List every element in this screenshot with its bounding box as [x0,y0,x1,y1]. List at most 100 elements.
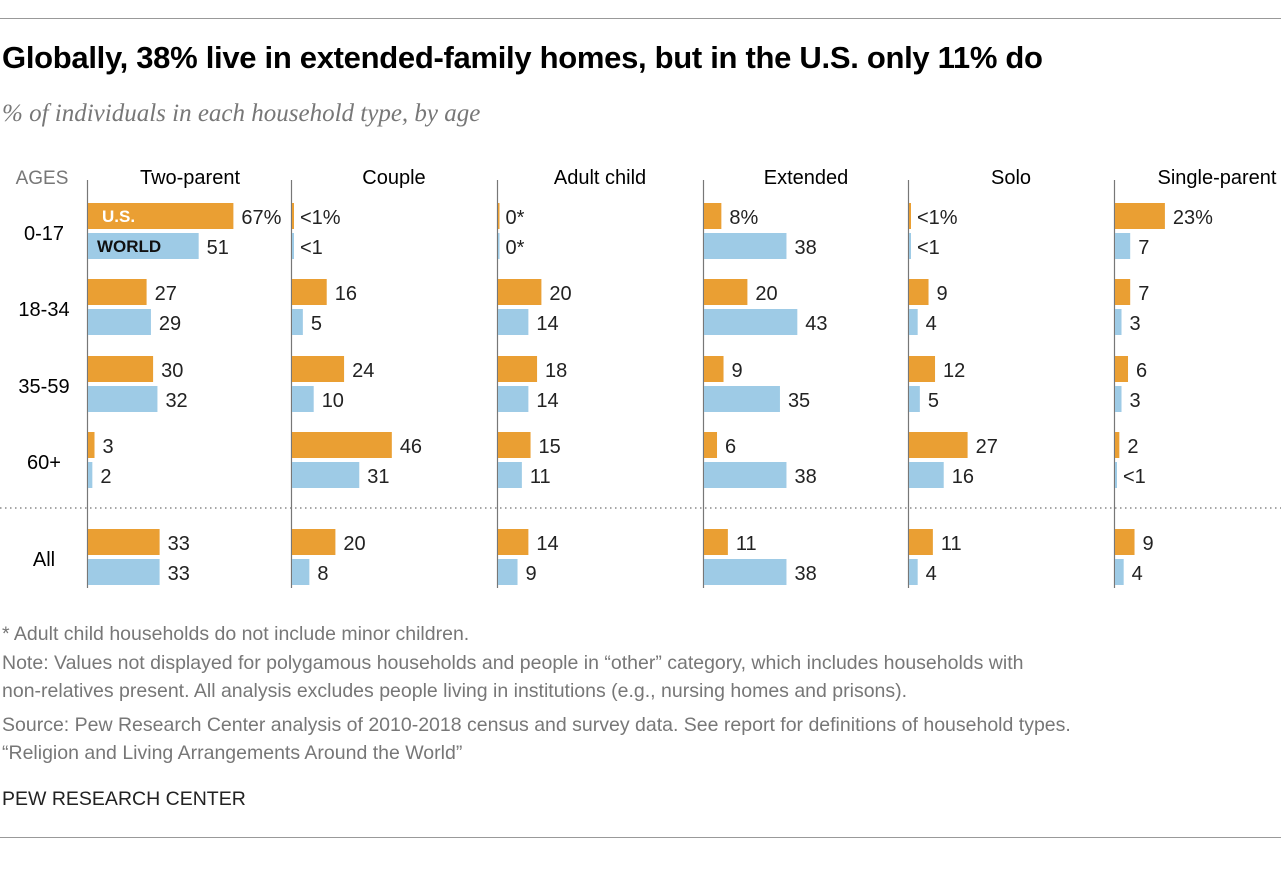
value-label-world-0-0: 51 [207,237,229,259]
value-label-world-1-1: 5 [311,313,322,335]
bar-us-4-2 [909,356,936,382]
bar-world-2-0 [498,233,500,259]
value-label-us-0-2: 30 [161,360,183,382]
value-label-world-3-3: 38 [794,466,816,488]
panel-header-extended: Extended [764,167,849,189]
value-label-us-2-0: 0* [506,207,525,229]
value-label-world-3-0: 38 [794,237,816,259]
bar-us-1-0 [292,203,294,229]
panel-header-adult-child: Adult child [554,167,646,189]
value-label-world-0-4: 33 [168,563,190,585]
value-label-us-1-4: 20 [343,533,365,555]
value-label-us-0-3: 3 [103,436,114,458]
bar-world-4-1 [909,309,918,335]
bar-us-5-1 [1115,279,1131,305]
bar-world-1-2 [292,386,314,412]
bar-world-2-2 [498,386,529,412]
panel-header-single-parent: Single-parent [1158,167,1277,189]
value-label-world-5-2: 3 [1130,390,1141,412]
value-label-us-3-1: 20 [755,283,777,305]
bar-world-0-4 [88,559,160,585]
value-label-world-3-4: 38 [794,563,816,585]
value-label-us-2-2: 18 [545,360,567,382]
value-label-us-1-0: <1% [300,207,341,229]
value-label-world-4-4: 4 [926,563,937,585]
value-label-world-5-1: 3 [1130,313,1141,335]
bar-world-0-1 [88,309,151,335]
value-label-us-5-2: 6 [1136,360,1147,382]
value-label-world-0-3: 2 [100,466,111,488]
bar-world-5-0 [1115,233,1131,259]
bar-world-2-3 [498,462,522,488]
value-label-world-0-1: 29 [159,313,181,335]
value-label-us-3-2: 9 [732,360,743,382]
bar-us-4-0 [909,203,911,229]
bar-us-5-3 [1115,432,1120,458]
bar-us-3-1 [704,279,748,305]
bar-world-2-4 [498,559,518,585]
bar-us-4-4 [909,529,933,555]
bar-world-4-4 [909,559,918,585]
chart-subtitle: % of individuals in each household type,… [2,100,481,127]
series-label-world: WORLD [97,237,161,256]
bar-world-2-1 [498,309,529,335]
value-label-us-4-2: 12 [943,360,965,382]
value-label-world-4-2: 5 [928,390,939,412]
bottom-rule [0,837,1281,838]
value-label-us-5-4: 9 [1143,533,1154,555]
bar-us-2-1 [498,279,542,305]
bar-world-0-3 [88,462,93,488]
footnote-note-1: Note: Values not displayed for polygamou… [2,652,1024,674]
value-label-world-3-1: 43 [805,313,827,335]
value-label-world-4-3: 16 [952,466,974,488]
bar-us-1-4 [292,529,336,555]
top-rule [0,18,1281,19]
bar-us-0-2 [88,356,154,382]
value-label-us-4-3: 27 [976,436,998,458]
value-label-world-4-0: <1 [917,237,940,259]
value-label-us-4-0: <1% [917,207,958,229]
bar-us-1-1 [292,279,327,305]
value-label-world-5-3: <1 [1123,466,1146,488]
value-label-world-3-2: 35 [788,390,810,412]
bar-us-2-3 [498,432,531,458]
footnote-note-2: non-relatives present. All analysis excl… [2,680,908,702]
value-label-us-2-4: 14 [536,533,558,555]
bar-world-1-1 [292,309,303,335]
value-label-world-0-2: 32 [165,390,187,412]
bar-us-3-2 [704,356,724,382]
value-label-us-5-1: 7 [1138,283,1149,305]
value-label-world-1-0: <1 [300,237,323,259]
bar-us-0-4 [88,529,160,555]
panel-header-couple: Couple [362,167,425,189]
bar-us-1-2 [292,356,345,382]
bar-world-1-4 [292,559,310,585]
value-label-us-0-1: 27 [155,283,177,305]
brand-logo-text: PEW RESEARCH CENTER [2,788,246,810]
bar-us-1-3 [292,432,392,458]
bar-us-5-2 [1115,356,1129,382]
value-label-us-4-1: 9 [937,283,948,305]
bar-us-2-4 [498,529,529,555]
value-label-us-5-0: 23% [1173,207,1213,229]
value-label-world-1-3: 31 [367,466,389,488]
value-label-us-0-4: 33 [168,533,190,555]
series-label-us: U.S. [102,207,135,226]
bar-world-4-2 [909,386,920,412]
bar-us-5-0 [1115,203,1165,229]
bar-world-5-3 [1115,462,1117,488]
chart-title: Globally, 38% live in extended-family ho… [2,40,1043,75]
value-label-us-1-3: 46 [400,436,422,458]
value-label-world-4-1: 4 [926,313,937,335]
value-label-world-5-4: 4 [1132,563,1143,585]
value-label-world-1-2: 10 [322,390,344,412]
value-label-world-2-4: 9 [526,563,537,585]
bar-world-0-2 [88,386,158,412]
bar-us-2-2 [498,356,538,382]
age-label-All: All [33,549,55,571]
bar-world-5-1 [1115,309,1122,335]
bar-world-4-3 [909,462,944,488]
bar-world-5-4 [1115,559,1124,585]
value-label-world-2-1: 14 [536,313,558,335]
